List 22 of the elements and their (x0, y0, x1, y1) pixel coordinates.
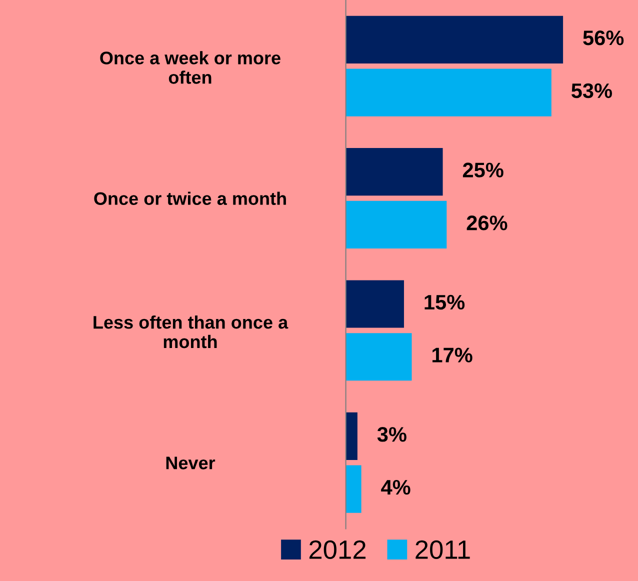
data-label: 53% (571, 83, 612, 98)
bar (346, 16, 564, 64)
data-label: 17% (432, 348, 472, 362)
data-label: 26% (466, 216, 508, 230)
y-tick-label: Never (166, 456, 216, 470)
y-tick-label: Less often than once a month (94, 315, 288, 348)
bar (346, 465, 362, 513)
data-label: 4% (381, 480, 410, 495)
y-tick-label: Once or twice a month (94, 192, 286, 205)
bar (346, 412, 358, 460)
y-tick-label: Once a week or more often (100, 51, 280, 84)
data-label: 15% (424, 294, 465, 310)
bar (346, 333, 412, 381)
data-label: 56% (583, 30, 624, 46)
data-label: 25% (462, 162, 504, 178)
bar (346, 148, 443, 196)
legend-label: 2011 (416, 540, 470, 560)
bar (346, 280, 404, 328)
bar (346, 200, 447, 248)
data-label: 3% (377, 427, 406, 442)
legend-label: 2012 (309, 540, 366, 560)
bar (346, 68, 552, 116)
